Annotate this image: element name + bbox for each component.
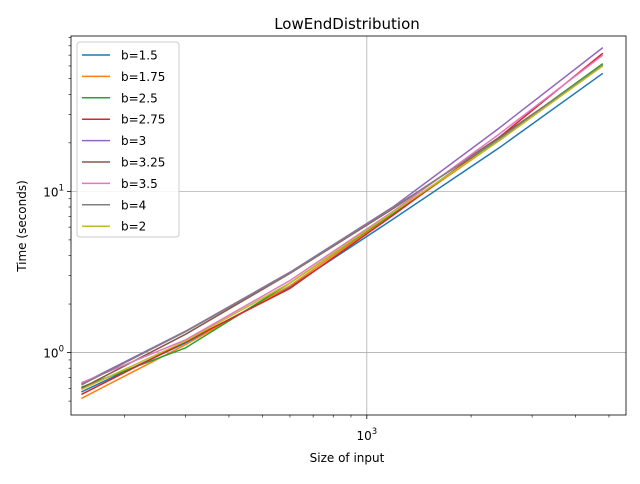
plot-frame [70, 35, 627, 416]
legend-box [76, 41, 180, 238]
legend-label: b=1.75 [121, 70, 165, 84]
y-tick-label: 101 [43, 183, 64, 199]
legend-label: b=4 [121, 198, 146, 212]
legend-entries: b=1.5 b=1.75 b=2.5 b=2.75 b=3 b=3.25 b=3.5 b=4 b… [82, 49, 165, 234]
legend-label: b=3.25 [121, 156, 165, 170]
y-tick-label: 100 [43, 345, 64, 361]
legend-label: b=2.75 [121, 113, 165, 127]
x-axis-label: Size of input [310, 451, 385, 465]
legend-label: b=2.5 [121, 91, 158, 105]
series-line [81, 52, 604, 396]
y-axis-label: Time (seconds) [15, 180, 29, 273]
series-layer [81, 47, 604, 400]
legend: b=1.5 b=1.75 b=2.5 b=2.75 b=3 b=3.25 b=3.5 b=4 b… [76, 41, 180, 238]
series-line [81, 65, 604, 391]
legend-label: b=3.5 [121, 177, 158, 191]
legend-label: b=1.5 [121, 49, 158, 63]
series-line [81, 64, 604, 386]
tick-layer: 103 100 101 [43, 37, 610, 443]
chart-title: LowEndDistribution [274, 15, 420, 33]
series-line [81, 54, 604, 384]
x-tick-label: 103 [356, 427, 377, 443]
legend-label: b=2 [121, 220, 146, 234]
legend-label: b=3 [121, 134, 146, 148]
